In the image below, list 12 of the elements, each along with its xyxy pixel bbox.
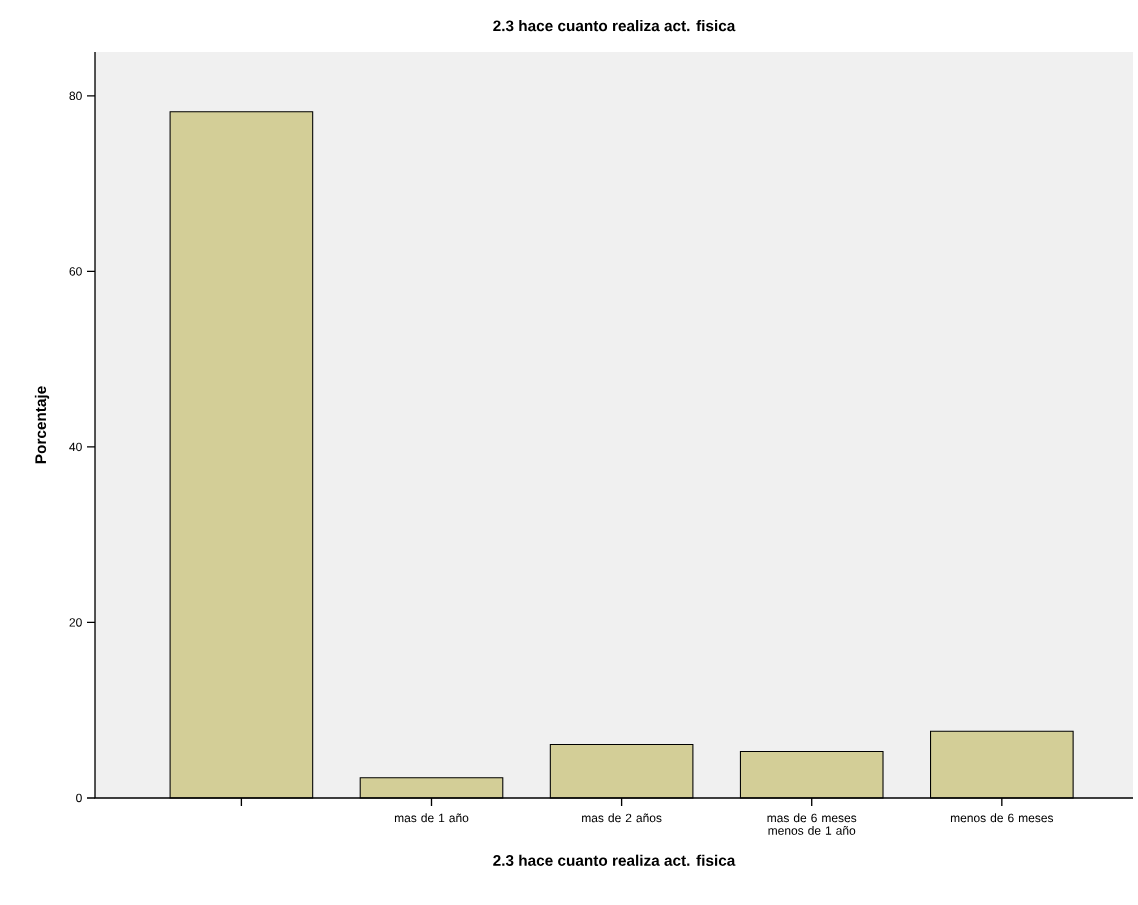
y-axis-title: Porcentaje: [34, 386, 50, 464]
x-tick-label: mas de 1 año: [394, 813, 469, 823]
y-tick-label: 40: [69, 442, 82, 452]
y-tick-label: 0: [76, 793, 82, 803]
x-tick-label: menos de 6 meses: [950, 813, 1054, 823]
x-tick-label: mas de 6 meses menos de 1 año: [767, 813, 857, 835]
y-tick-label: 80: [69, 91, 82, 101]
chart-title: 2.3 hace cuanto realiza act. fisica: [493, 20, 736, 32]
x-axis-title: 2.3 hace cuanto realiza act. fisica: [493, 854, 736, 866]
y-tick-label: 20: [69, 618, 82, 627]
x-tick-label: mas de 2 años: [582, 813, 662, 823]
y-tick-label: 60: [69, 267, 82, 276]
